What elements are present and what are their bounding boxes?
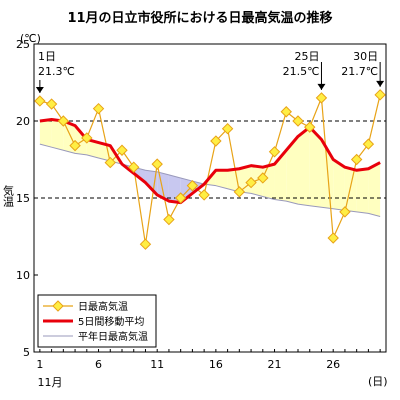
y-axis-unit: (℃) [20,32,41,45]
legend-label: 5日間移動平均 [78,315,144,328]
y-tick-label: 15 [16,192,30,205]
anomaly-fill [51,119,64,151]
daily-max-point [233,186,246,198]
daily-max-point [163,213,175,226]
daily-max-point [221,122,234,135]
daily-max-point [69,139,81,152]
daily-max-point [280,106,292,118]
anomaly-fill [286,136,298,205]
daily-max-point [210,135,222,147]
legend-label: 日最高気温 [78,300,128,313]
anomaly-fill [298,127,310,206]
annotation-day-label: 30日 [353,50,378,63]
y-tick-label: 10 [16,269,30,282]
daily-max-point [362,138,375,150]
anomaly-fill [262,164,275,200]
daily-max-point [128,161,140,173]
x-tick-label: 21 [268,358,282,371]
daily-max-point [198,189,210,201]
x-tick-label: 26 [326,358,340,371]
daily-max-point [116,144,128,156]
anomaly-fill [145,170,158,195]
daily-max-point [45,98,58,110]
daily-max-point [57,115,70,127]
annotation-arrow-head [317,83,326,90]
y-tick-label: 5 [23,346,30,359]
daily-max-point [339,206,351,218]
anomaly-fill [86,139,99,158]
anomaly-fill [215,170,228,189]
anomaly-fill [356,168,369,214]
legend-label: 平年日最高気温 [78,330,148,343]
daily-max-point [104,156,116,169]
x-tick-label: 16 [209,358,223,371]
anomaly-fill [251,165,263,197]
y-tick-label: 25 [16,38,30,51]
annotation-day-label: 1日 [38,50,56,63]
x-tick-label: 6 [95,358,102,371]
daily-max-point [34,95,46,107]
normal-temperature-line [39,143,381,217]
daily-max-point [350,153,363,166]
daily-max-point [257,172,269,184]
annotation-day-label: 25日 [294,50,319,63]
daily-max-line [39,94,381,245]
daily-max-point [292,115,304,127]
x-axis-unit: (日) [368,375,388,388]
anomaly-fill [368,162,381,217]
annotation-arrow-head [35,86,44,93]
legend-marker [52,300,64,312]
annotation-value-label: 21.7℃ [341,65,378,78]
x-axis-label: 11月 [38,376,63,389]
y-axis-label: 気温 [2,184,15,207]
daily-max-point [186,179,199,192]
daily-max-point [92,102,105,115]
daily-max-point [268,146,281,158]
daily-max-point [304,121,316,133]
daily-max-point [151,158,163,170]
x-tick-label: 1 [36,358,43,371]
y-tick-label: 20 [16,115,30,128]
daily-max-point [315,92,328,104]
annotation-value-label: 21.3℃ [38,65,75,78]
daily-max-point [245,176,257,189]
moving-average-line [39,117,381,205]
anomaly-fill [309,127,322,208]
daily-max-point [374,89,386,101]
x-tick-label: 11 [150,358,164,371]
anomaly-fill [239,165,252,194]
annotation-arrow-head [376,80,385,87]
daily-max-point [81,132,93,144]
annotation-value-label: 21.5℃ [283,65,320,78]
chart-title: 11月の日立市役所における日最高気温の推移 [67,10,332,26]
anomaly-fill [39,119,52,148]
daily-max-point [139,238,152,250]
daily-max-point [327,232,339,244]
daily-max-point [174,192,187,204]
